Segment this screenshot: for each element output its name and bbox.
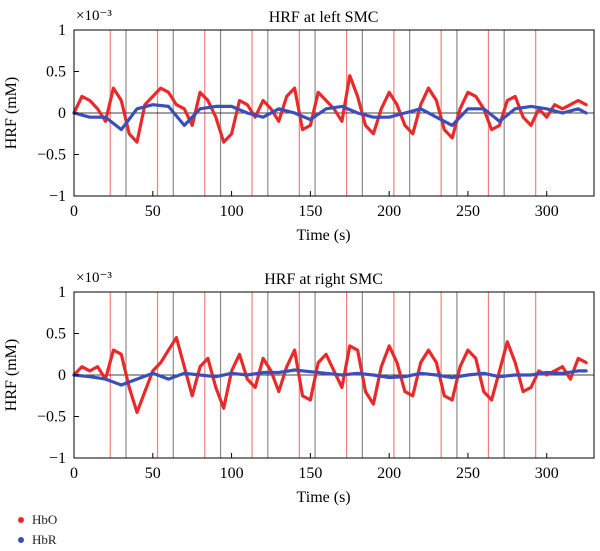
x-tick-label: 100 (220, 203, 244, 220)
series-line-hbr (72, 368, 588, 387)
x-tick-label: 250 (456, 203, 480, 220)
series-line-hbo (72, 336, 588, 414)
x-axis-label: Time (s) (297, 489, 351, 506)
y-tick-label: −0.5 (37, 409, 66, 426)
x-tick-label: 0 (70, 203, 78, 220)
x-tick-label: 50 (145, 203, 161, 220)
legend-item-hbr: HbR (18, 532, 57, 548)
x-tick-label: 250 (456, 465, 480, 482)
x-tick-label: 300 (535, 465, 559, 482)
hbr-legend-label: HbR (32, 532, 57, 547)
y-tick-label: −1 (49, 450, 66, 467)
y-axis-label: HRF (mM) (3, 339, 20, 411)
x-tick-label: 300 (535, 203, 559, 220)
x-tick-label: 150 (298, 203, 322, 220)
y-tick-label: 1 (58, 22, 66, 39)
x-axis-label: Time (s) (297, 227, 351, 244)
y-scale-factor: ×10⁻³ (76, 8, 112, 24)
y-tick-label: 0 (58, 105, 66, 122)
x-tick-label: 100 (220, 465, 244, 482)
y-tick-label: 0 (58, 367, 66, 384)
chart-title: HRF at right SMC (264, 271, 383, 288)
y-tick-label: 0.5 (46, 64, 66, 81)
y-scale-factor: ×10⁻³ (76, 270, 112, 286)
x-tick-label: 0 (70, 465, 78, 482)
series-line-hbr (72, 103, 588, 132)
x-tick-label: 150 (298, 465, 322, 482)
x-tick-label: 200 (377, 203, 401, 220)
y-tick-label: 1 (58, 284, 66, 301)
x-tick-label: 50 (145, 465, 161, 482)
chart-title: HRF at left SMC (269, 9, 379, 26)
y-tick-label: −0.5 (37, 147, 66, 164)
y-tick-label: 0.5 (46, 326, 66, 343)
hbo-legend-label: HbO (32, 512, 58, 527)
hbr-legend-marker (18, 537, 24, 543)
y-tick-label: −1 (49, 188, 66, 205)
chart-panel-2: 0 50 100 150 200 250 300 −1 −0.5 0 0.5 1 HRF at righ… (3, 270, 595, 506)
legend-item-hbo: HbO (18, 512, 57, 528)
hbo-legend-marker (18, 517, 24, 523)
chart-panel-1: 0 50 100 150 200 250 300 −1 −0.5 0 0.5 1 HRF at left… (3, 8, 595, 244)
x-tick-label: 200 (377, 465, 401, 482)
y-axis-label: HRF (mM) (3, 77, 20, 149)
